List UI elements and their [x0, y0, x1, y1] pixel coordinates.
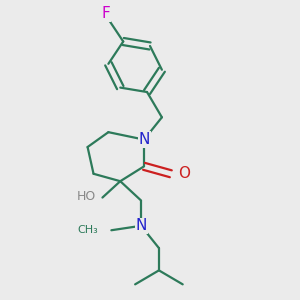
Text: N: N — [139, 132, 150, 147]
Text: HO: HO — [76, 190, 96, 202]
Text: O: O — [178, 166, 190, 181]
Text: F: F — [101, 6, 110, 21]
Text: CH₃: CH₃ — [77, 225, 98, 235]
Text: N: N — [136, 218, 147, 233]
